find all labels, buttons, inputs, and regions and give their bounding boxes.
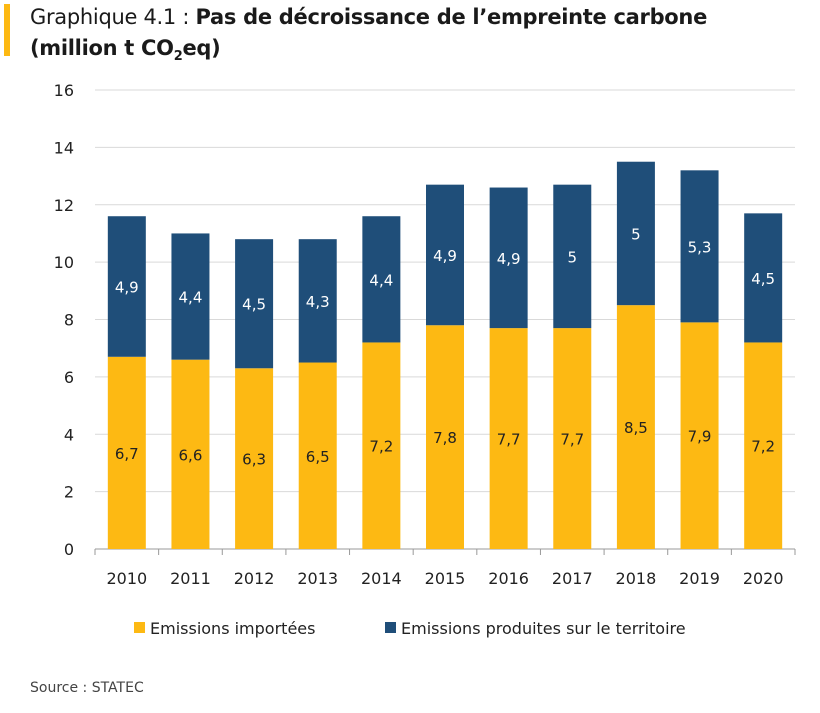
x-tick-label: 2013 (297, 569, 338, 588)
data-label: 4,4 (369, 271, 393, 289)
data-label: 6,3 (242, 451, 266, 469)
x-tick-label: 2011 (170, 569, 211, 588)
x-tick-label: 2014 (361, 569, 402, 588)
bar-segment-imported (298, 362, 337, 549)
y-tick-label: 14 (54, 138, 74, 157)
legend-swatch (385, 622, 396, 633)
bar-segment-territory (235, 239, 274, 369)
data-label: 6,5 (306, 448, 330, 466)
data-label: 4,9 (433, 247, 457, 265)
bar-segment-imported (426, 325, 464, 549)
data-label: 7,9 (688, 428, 712, 446)
bar-segment-imported (744, 342, 783, 549)
bar-segment-territory (426, 184, 464, 326)
x-tick-label: 2016 (488, 569, 529, 588)
y-tick-label: 12 (54, 196, 74, 215)
x-tick-label: 2018 (616, 569, 657, 588)
y-tick-label: 4 (64, 425, 74, 444)
data-label: 4,9 (115, 279, 139, 297)
bar-segment-territory (553, 184, 592, 329)
bar-segment-imported (680, 322, 719, 549)
y-tick-label: 16 (54, 81, 74, 100)
x-tick-label: 2015 (425, 569, 466, 588)
data-label: 7,7 (497, 431, 521, 449)
data-label: 6,6 (179, 446, 203, 464)
data-label: 5,3 (688, 238, 712, 256)
bar-segment-territory (680, 170, 719, 323)
bar-segment-imported (489, 328, 528, 549)
legend-swatch (134, 622, 145, 633)
bar-segment-territory (744, 213, 783, 343)
data-label: 5 (631, 225, 641, 243)
y-tick-label: 0 (64, 540, 74, 559)
bar-segment-territory (362, 216, 401, 343)
title-unit-sub: 2 (173, 49, 183, 65)
data-label: 4,9 (497, 250, 521, 268)
data-label: 4,5 (751, 270, 775, 288)
y-tick-label: 2 (64, 483, 74, 502)
data-label: 8,5 (624, 419, 648, 437)
title-unit: (million t CO (30, 36, 174, 60)
title-main: Pas de décroissance de l’empreinte carbo… (195, 5, 708, 29)
y-tick-label: 6 (64, 368, 74, 387)
title-prefix: Graphique 4.1 : (30, 5, 196, 29)
data-label: 7,8 (433, 429, 457, 447)
x-tick-label: 2010 (106, 569, 147, 588)
bar-segment-imported (171, 359, 210, 549)
y-tick-label: 8 (64, 311, 74, 330)
bar-segment-territory (298, 239, 337, 363)
data-label: 4,5 (242, 296, 266, 314)
bar-segment-imported (553, 328, 592, 549)
data-label: 5 (567, 248, 577, 266)
x-tick-label: 2017 (552, 569, 593, 588)
title-accent-bar (4, 4, 10, 56)
title-unit-close: eq) (182, 36, 221, 60)
data-label: 7,2 (751, 438, 775, 456)
bar-segment-territory (616, 161, 655, 306)
data-label: 7,2 (369, 438, 393, 456)
bar-segment-territory (107, 216, 146, 357)
source-note: Source : STATEC (30, 680, 144, 696)
x-tick-label: 2019 (679, 569, 720, 588)
data-label: 6,7 (115, 445, 139, 463)
bar-segment-territory (171, 233, 210, 360)
bar-segment-territory (489, 187, 528, 329)
data-label: 4,3 (306, 293, 330, 311)
bar-segment-imported (235, 368, 274, 549)
bar-segment-imported (616, 305, 655, 549)
x-tick-label: 2012 (234, 569, 275, 588)
bar-segment-imported (362, 342, 401, 549)
chart-title: Graphique 4.1 : Pas de décroissance de l… (30, 2, 707, 72)
x-tick-label: 2020 (743, 569, 784, 588)
bar-segment-imported (107, 356, 146, 549)
legend-label: Emissions importées (150, 619, 315, 638)
data-label: 7,7 (560, 431, 584, 449)
legend-label: Emissions produites sur le territoire (401, 619, 686, 638)
y-tick-label: 10 (54, 253, 74, 272)
data-label: 4,4 (179, 289, 203, 307)
